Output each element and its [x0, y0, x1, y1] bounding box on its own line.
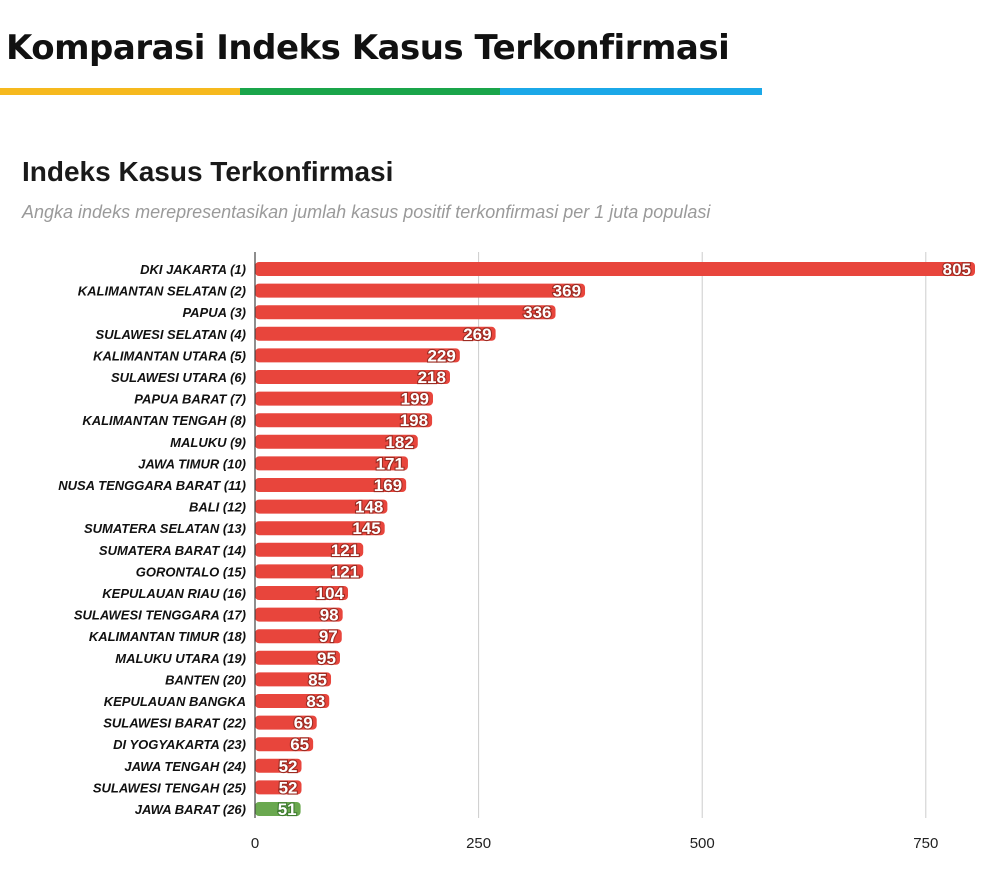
category-label: KEPULAUAN RIAU (16): [102, 586, 246, 601]
bar: [255, 672, 332, 687]
bar: [255, 650, 340, 665]
data-label: 169: [374, 476, 402, 495]
category-label: PAPUA (3): [182, 305, 246, 320]
chart-subtitle: Angka indeks merepresentasikan jumlah ka…: [22, 202, 711, 222]
data-label: 83: [306, 692, 325, 711]
category-label: BALI (12): [189, 500, 246, 515]
data-label: 52: [279, 778, 298, 797]
category-label: BANTEN (20): [165, 672, 246, 687]
x-tick-label: 750: [913, 835, 938, 852]
data-label: 97: [319, 627, 338, 646]
category-label: JAWA TENGAH (24): [124, 759, 246, 774]
category-label: DKI JAKARTA (1): [140, 262, 246, 277]
bar: [255, 326, 496, 341]
data-label: 85: [308, 670, 327, 689]
category-label: PAPUA BARAT (7): [134, 392, 246, 407]
bar: [255, 715, 317, 730]
bar: [255, 478, 407, 492]
data-label: 199: [401, 390, 429, 409]
category-label: GORONTALO (15): [136, 564, 246, 579]
data-label: 52: [279, 757, 298, 776]
bar: [255, 780, 302, 795]
data-label: 198: [400, 411, 428, 430]
data-label: 65: [290, 735, 309, 754]
chart-title: Indeks Kasus Terkonfirmasi: [22, 156, 394, 187]
category-label: KALIMANTAN TIMUR (18): [89, 629, 246, 644]
data-label: 171: [376, 454, 404, 473]
bar: [255, 413, 433, 428]
x-tick-label: 0: [251, 835, 259, 852]
category-label: SULAWESI TENGGARA (17): [74, 608, 246, 623]
data-label: 218: [418, 368, 446, 387]
bar: [255, 262, 975, 276]
bar: [255, 305, 556, 320]
data-label: 336: [523, 303, 551, 322]
bar: [255, 499, 388, 514]
data-label: 145: [352, 519, 380, 538]
bar: [255, 391, 433, 406]
category-label: KALIMANTAN UTARA (5): [93, 348, 246, 363]
data-label: 148: [355, 498, 383, 517]
category-label: SULAWESI TENGAH (25): [93, 780, 246, 795]
bar: [255, 607, 343, 622]
title-rule-green: [240, 88, 500, 95]
bar: [255, 737, 314, 752]
data-label: 98: [320, 606, 339, 625]
category-label: SULAWESI SELATAN (4): [96, 327, 246, 342]
category-label: NUSA TENGGARA BARAT (11): [58, 478, 246, 493]
bar: [255, 629, 342, 644]
data-label: 805: [943, 260, 971, 279]
data-label: 269: [463, 325, 491, 344]
title-rule-blue: [500, 88, 762, 95]
data-label: 51: [278, 800, 297, 819]
category-label: JAWA TIMUR (10): [138, 456, 246, 471]
bar: [255, 370, 450, 384]
data-label: 369: [553, 282, 581, 301]
data-label: 182: [385, 433, 413, 452]
bar: [255, 434, 418, 449]
title-rule-yellow: [0, 88, 240, 95]
bar: [255, 758, 302, 773]
bar: [255, 283, 586, 298]
bar: [255, 456, 408, 471]
bar: [255, 542, 364, 557]
page-title: Komparasi Indeks Kasus Terkonfirmasi: [6, 28, 730, 68]
category-label: SULAWESI BARAT (22): [103, 716, 246, 731]
category-label: JAWA BARAT (26): [135, 802, 246, 817]
category-label: KALIMANTAN SELATAN (2): [78, 284, 246, 299]
category-label: MALUKU UTARA (19): [115, 651, 246, 666]
bar: [255, 564, 364, 579]
category-label: SULAWESI UTARA (6): [111, 370, 246, 385]
bar: [255, 802, 301, 816]
category-label: SUMATERA BARAT (14): [99, 543, 246, 558]
category-label: KALIMANTAN TENGAH (8): [82, 413, 246, 428]
data-label: 104: [316, 584, 345, 603]
category-label: MALUKU (9): [170, 435, 246, 450]
category-label: SUMATERA SELATAN (13): [84, 521, 246, 536]
bar: [255, 586, 349, 600]
data-label: 121: [331, 541, 359, 560]
category-label: KEPULAUAN BANGKA: [104, 694, 246, 709]
bar: [255, 348, 460, 363]
bar: [255, 521, 385, 536]
category-label: DI YOGYAKARTA (23): [113, 737, 246, 752]
bar: [255, 694, 330, 708]
data-label: 69: [294, 714, 313, 733]
data-label: 229: [427, 346, 455, 365]
x-tick-label: 500: [690, 835, 715, 852]
x-tick-label: 250: [466, 835, 491, 852]
data-label: 121: [331, 562, 359, 581]
data-label: 95: [317, 649, 336, 668]
